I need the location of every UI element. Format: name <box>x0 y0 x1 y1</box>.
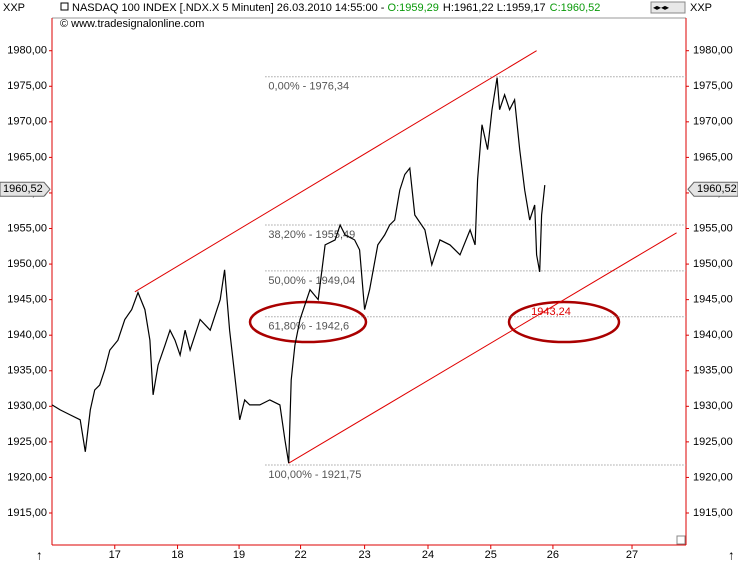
header-icon <box>60 2 69 11</box>
fib-label: 61,80% - 1942,6 <box>268 321 349 333</box>
y-tick-label: 1975,00 <box>7 80 47 92</box>
x-tick-label: 23 <box>358 549 370 561</box>
y-tick-label: 1920,00 <box>7 471 47 483</box>
x-tick-label: 27 <box>626 549 638 561</box>
arrow-left: ↑ <box>36 547 43 562</box>
y-tick-label: 1950,00 <box>7 258 47 270</box>
y-tick-label: 1935,00 <box>693 365 733 377</box>
resize-handle[interactable] <box>676 535 686 545</box>
last-price-tag <box>687 181 738 197</box>
y-tick-label: 1925,00 <box>693 436 733 448</box>
nav-buttons[interactable] <box>650 1 686 14</box>
price-line <box>51 77 546 464</box>
y-tick-label: 1915,00 <box>693 507 733 519</box>
y-tick-label: 1945,00 <box>7 294 47 306</box>
y-tick-label: 1930,00 <box>7 400 47 412</box>
y-tick-label: 1930,00 <box>693 400 733 412</box>
x-tick-label: 18 <box>171 549 183 561</box>
fib-label: 38,20% - 1955,49 <box>268 229 355 241</box>
header-title: NASDAQ 100 INDEX [.NDX.X 5 Minuten] 26.0… <box>72 2 388 14</box>
x-tick-label: 26 <box>547 549 559 561</box>
x-tick-label: 17 <box>109 549 121 561</box>
fib-label: 100,00% - 1921,75 <box>268 469 361 481</box>
x-tick-label: 19 <box>233 549 245 561</box>
header-line: NASDAQ 100 INDEX [.NDX.X 5 Minuten] 26.0… <box>72 2 600 14</box>
y-tick-label: 1965,00 <box>693 151 733 163</box>
y-tick-label: 1965,00 <box>7 151 47 163</box>
y-tick-label: 1975,00 <box>693 80 733 92</box>
arrow-right: ↑ <box>728 547 735 562</box>
nav-icons: ◂▸◂▸ <box>653 3 669 12</box>
x-tick-label: 22 <box>294 549 306 561</box>
y-tick-label: 1980,00 <box>7 45 47 57</box>
highlight-ellipse <box>507 300 621 344</box>
y-tick-label: 1970,00 <box>693 116 733 128</box>
y-tick-label: 1945,00 <box>693 294 733 306</box>
annotation-label: 1943,24 <box>531 306 571 318</box>
trendline <box>134 50 537 293</box>
last-price-tag <box>0 181 51 197</box>
y-tick-label: 1915,00 <box>7 507 47 519</box>
last-price-label: 1960,52 <box>3 183 43 195</box>
x-tick-label: 25 <box>485 549 497 561</box>
fib-label: 50,00% - 1949,04 <box>268 275 355 287</box>
y-tick-label: 1925,00 <box>7 436 47 448</box>
copyright: © www.tradesignalonline.com <box>60 18 204 30</box>
last-price-label: 1960,52 <box>697 183 737 195</box>
header-high-low: H:1961,22 L:1959,17 <box>443 2 546 14</box>
x-tick-label: 24 <box>422 549 434 561</box>
fib-label: 0,00% - 1976,34 <box>268 81 349 93</box>
symbol-right: XXP <box>690 2 712 14</box>
highlight-ellipse <box>248 300 368 344</box>
y-tick-label: 1970,00 <box>7 116 47 128</box>
y-tick-label: 1950,00 <box>693 258 733 270</box>
y-tick-label: 1920,00 <box>693 471 733 483</box>
y-tick-label: 1980,00 <box>693 45 733 57</box>
header-close: C:1960,52 <box>550 2 601 14</box>
scroll-buttons[interactable]: ◂▸◂▸ <box>650 1 686 14</box>
y-tick-label: 1935,00 <box>7 365 47 377</box>
y-tick-label: 1955,00 <box>693 222 733 234</box>
y-tick-label: 1940,00 <box>693 329 733 341</box>
y-tick-label: 1940,00 <box>7 329 47 341</box>
trendline <box>288 232 677 464</box>
header-open: O:1959,29 <box>388 2 439 14</box>
y-tick-label: 1955,00 <box>7 222 47 234</box>
symbol-left: XXP <box>3 2 25 14</box>
